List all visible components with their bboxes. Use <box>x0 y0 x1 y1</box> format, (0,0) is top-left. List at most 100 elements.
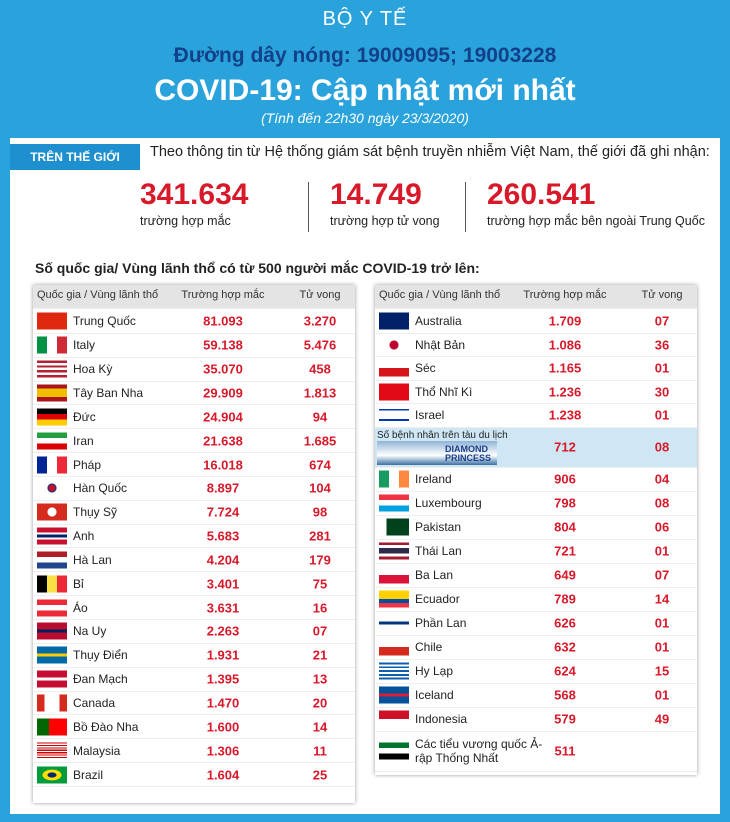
row-value: 3.270 <box>303 313 337 329</box>
row-value: 59.138 <box>203 337 243 353</box>
flag <box>37 384 67 402</box>
row-value: 3.631 <box>206 600 240 616</box>
row-name: Na Uy <box>73 624 107 639</box>
row-value: 798 <box>554 495 576 511</box>
row-value: 15 <box>654 663 670 679</box>
table-row: Ireland 906 04 <box>375 468 697 492</box>
row-value: 4.204 <box>206 552 240 568</box>
row-name: Israel <box>415 408 445 423</box>
row-value: 1.604 <box>206 767 240 783</box>
table-row: Pakistan 804 06 <box>375 516 697 540</box>
column-header: Quốc gia / Vùng lãnh thổ <box>379 289 501 301</box>
flag <box>379 638 409 656</box>
row-value: 25 <box>312 767 328 783</box>
stat-label: trường hợp mắc <box>140 214 231 228</box>
flag <box>379 566 409 584</box>
row-name: Đức <box>73 409 96 424</box>
row-name: Thụy Sỹ <box>73 505 118 520</box>
flag <box>37 527 67 545</box>
row-value: 1.813 <box>303 385 337 401</box>
row-name: Brazil <box>73 767 104 782</box>
row-value: 1.165 <box>548 360 582 376</box>
table-row: Bồ Đào Nha 1.600 14 <box>33 715 355 740</box>
flag <box>37 742 67 760</box>
row-value: 08 <box>654 439 670 455</box>
flag <box>37 312 67 330</box>
row-value: 24.904 <box>203 409 243 425</box>
row-name: Các tiểu vương quốc Ả-rập Thống Nhất <box>415 737 543 765</box>
flag <box>379 742 409 760</box>
flag <box>37 432 67 450</box>
row-value: 07 <box>654 567 670 583</box>
row-name: Áo <box>73 600 88 615</box>
table-row: Đan Mạch 1.395 13 <box>33 668 355 692</box>
row-name: Thổ Nhĩ Kì <box>415 384 473 399</box>
divider <box>308 182 309 232</box>
row-value: 35.070 <box>203 361 243 377</box>
flag <box>37 766 67 784</box>
row-name: Hàn Quốc <box>73 481 128 496</box>
row-value: 674 <box>309 457 331 473</box>
flag <box>379 336 409 354</box>
table-row: Các tiểu vương quốc Ả-rập Thống Nhất 511 <box>375 732 697 772</box>
table-row: Anh 5.683 281 <box>33 525 355 549</box>
stat-label: trường hợp mắc bên ngoài Trung Quốc <box>487 214 705 228</box>
row-value: 21.638 <box>203 433 243 449</box>
row-value: 624 <box>554 663 576 679</box>
row-value: 29.909 <box>203 385 243 401</box>
ship-label: DIAMOND PRINCESS <box>445 443 492 463</box>
tag: TRÊN THẾ GIỚI <box>10 144 140 170</box>
row-value: 1.086 <box>548 337 582 353</box>
table-row: Hàn Quốc 8.897 104 <box>33 477 355 501</box>
row-value: 104 <box>309 480 331 496</box>
stat-label: trường hợp tử vong <box>330 214 440 228</box>
table-row: Canada 1.470 20 <box>33 692 355 716</box>
row-name: Hy Lạp <box>415 664 454 678</box>
table-row: Malaysia 1.306 11 <box>33 739 355 764</box>
row-value: 5.683 <box>206 528 240 544</box>
row-name: Ba Lan <box>415 568 454 582</box>
row-value: 08 <box>654 495 670 511</box>
row-value: 511 <box>554 743 576 759</box>
table-row: Luxembourg 798 08 <box>375 492 697 516</box>
row-name: Bồ Đào Nha <box>73 719 139 734</box>
table-row: Hy Lạp 624 15 <box>375 660 697 684</box>
row-value: 179 <box>309 552 331 568</box>
flag <box>379 710 409 728</box>
column-header: Trường hợp mắc <box>181 289 265 301</box>
row-value: 1.238 <box>548 407 582 423</box>
flag <box>379 494 409 512</box>
table-row: Israel 1.238 01 <box>375 404 697 428</box>
table-row: Pháp 16.018 674 <box>33 453 355 477</box>
flag <box>379 383 409 401</box>
flag <box>37 479 67 497</box>
row-name: Australia <box>415 314 462 329</box>
table-row: Trung Quốc 81.093 3.270 <box>33 310 355 334</box>
row-value: 01 <box>654 407 670 423</box>
flag <box>37 503 67 521</box>
row-name: Số bệnh nhân trên tàu du lịch <box>377 429 508 441</box>
row-name: Luxembourg <box>415 496 482 510</box>
table-row: Séc 1.165 01 <box>375 357 697 381</box>
row-value: 712 <box>554 439 576 455</box>
row-name: Indonesia <box>415 712 468 726</box>
hotline: Đường dây nóng: 19009095; 19003228 <box>173 44 557 67</box>
flag <box>379 686 409 704</box>
row-name: Ireland <box>415 472 452 486</box>
row-value: 906 <box>554 471 576 487</box>
stat-value: 14.749 <box>330 178 422 211</box>
flag <box>37 622 67 640</box>
table-row: Đức 24.904 94 <box>33 405 355 430</box>
flag <box>37 575 67 593</box>
row-value: 13 <box>312 671 328 687</box>
table-row: Chile 632 01 <box>375 636 697 660</box>
table-row: Iceland 568 01 <box>375 684 697 708</box>
column-header: Tử vong <box>299 289 341 301</box>
row-value: 49 <box>654 711 670 727</box>
flag <box>379 518 409 536</box>
flag <box>379 542 409 560</box>
row-value: 36 <box>654 337 670 353</box>
table-row: Nhật Bản 1.086 36 <box>375 334 697 357</box>
flag <box>37 408 67 426</box>
right-table: Quốc gia / Vùng lãnh thổ Trường hợp mắc Tử… <box>375 285 697 775</box>
